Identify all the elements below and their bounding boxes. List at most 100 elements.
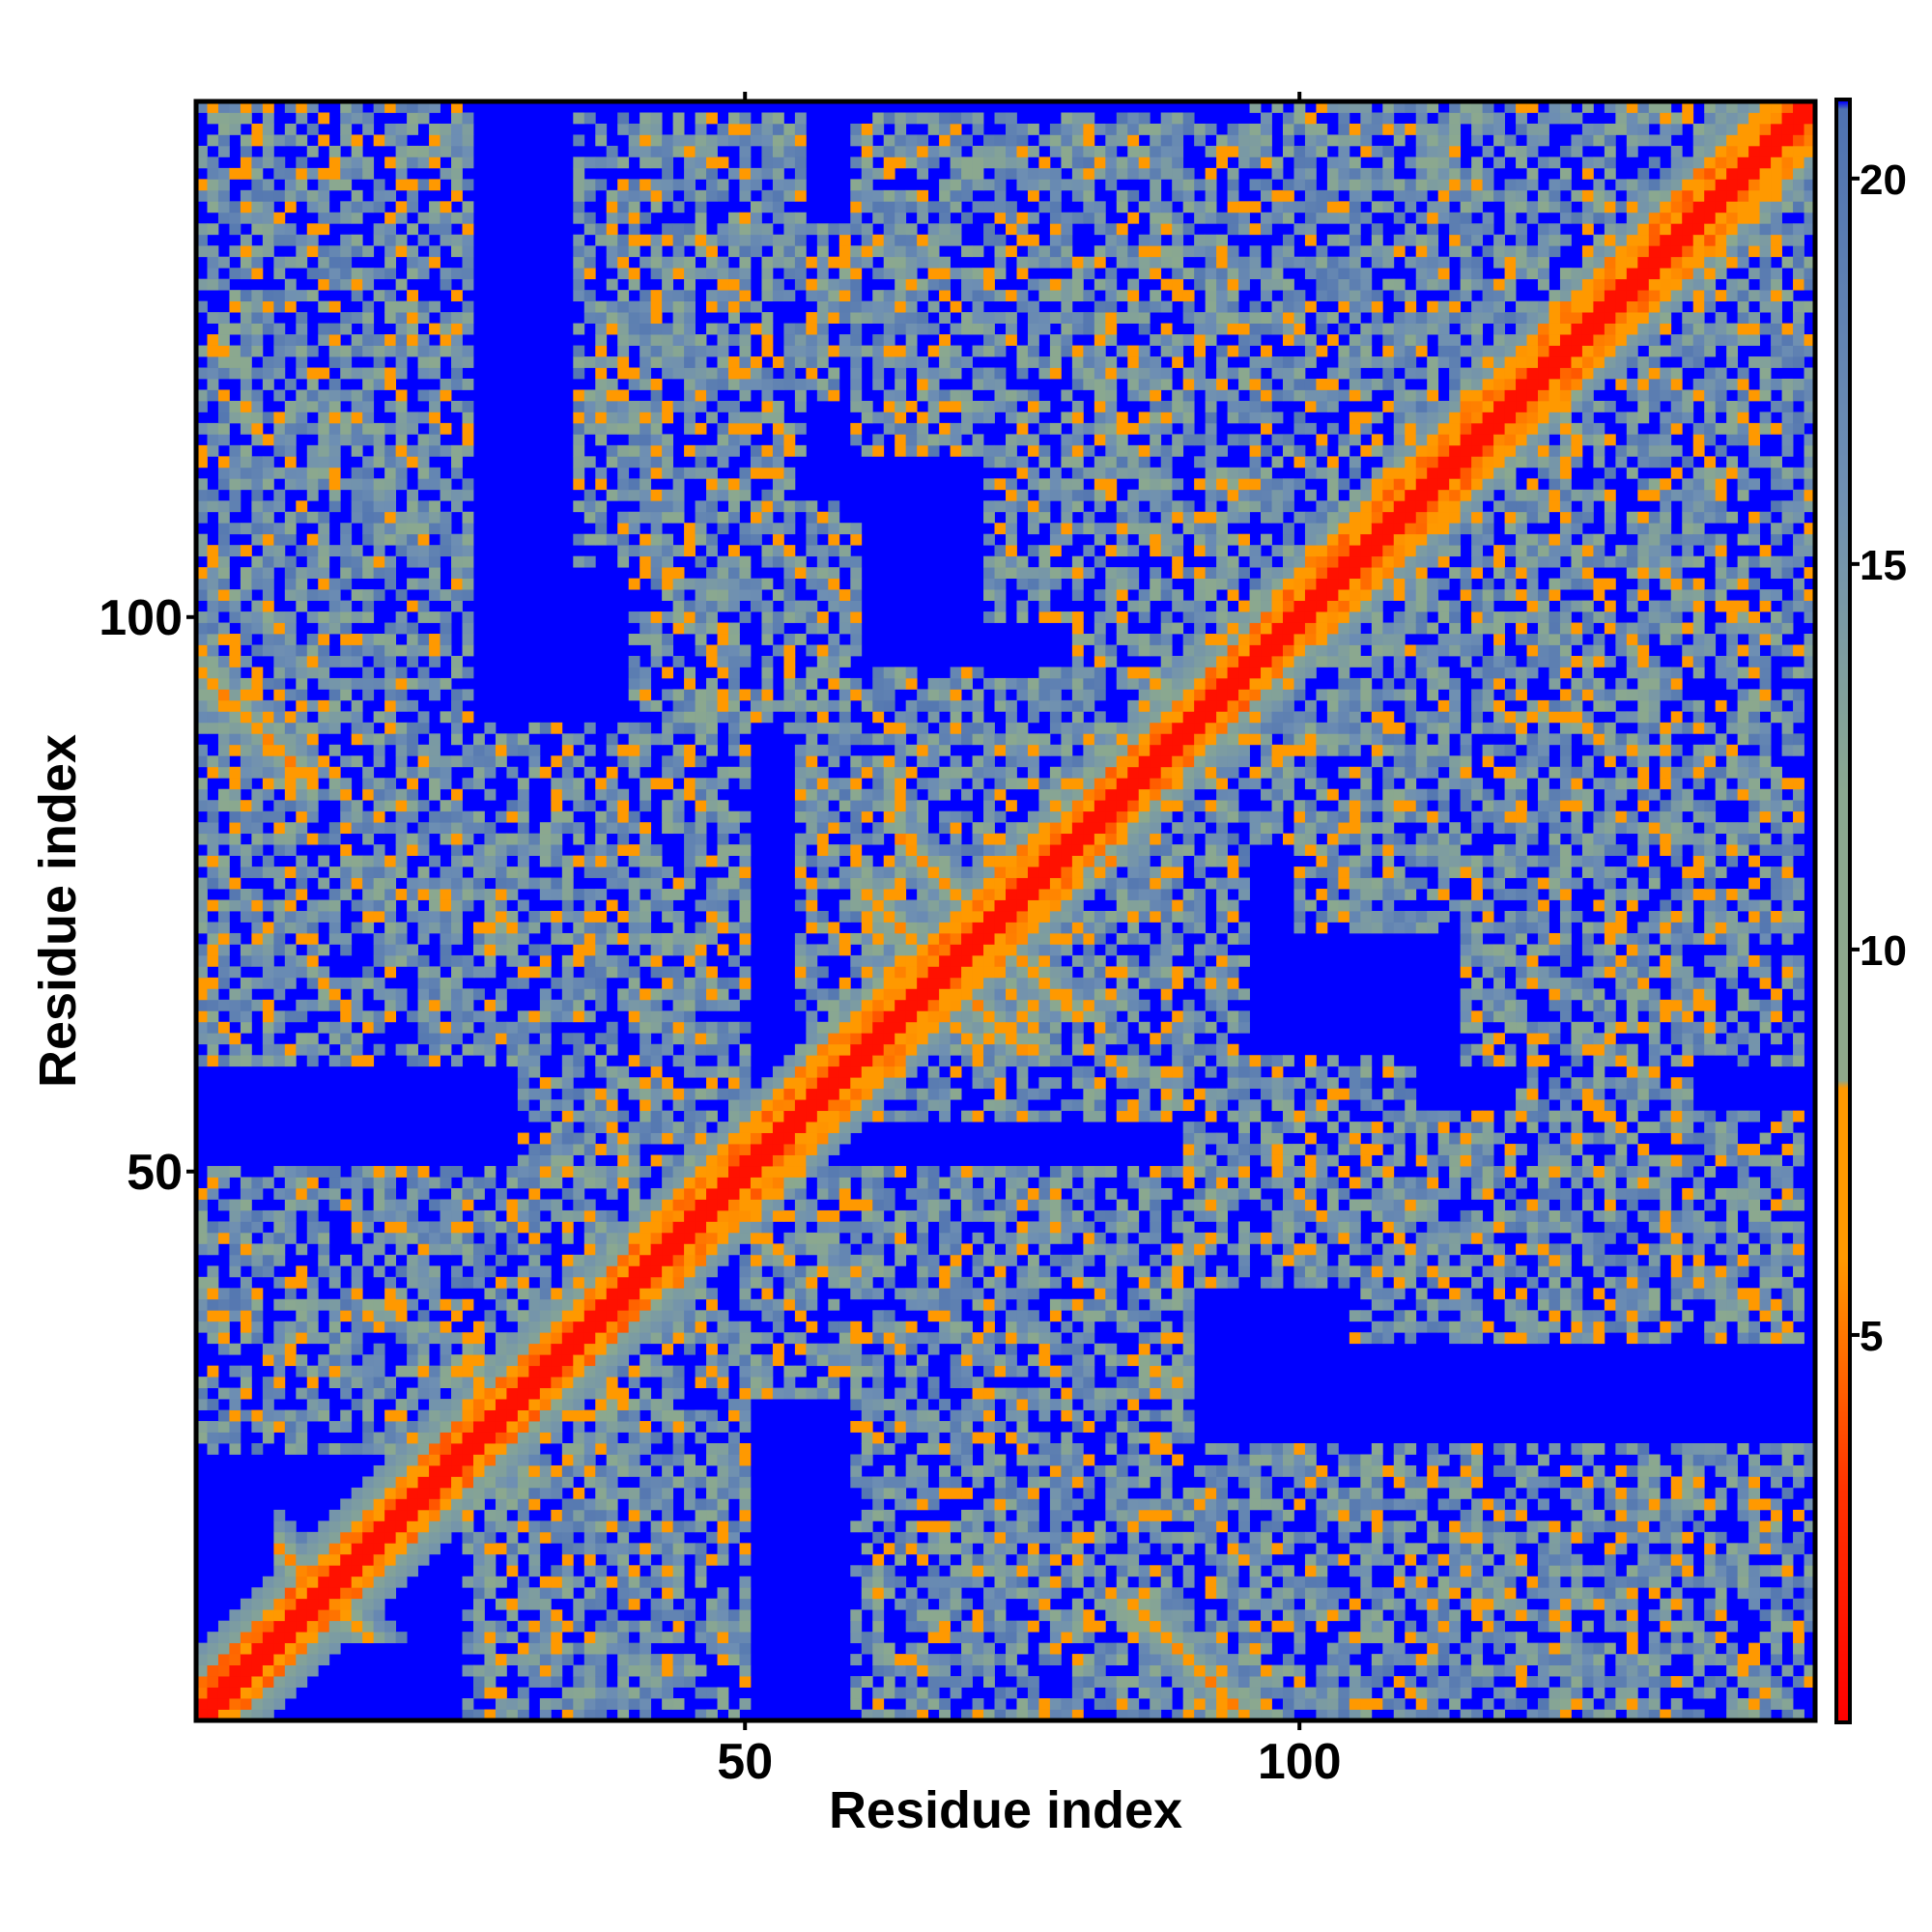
heatmap-cell xyxy=(196,1421,208,1433)
heatmap-cell xyxy=(806,622,818,635)
heatmap-cell xyxy=(472,1187,485,1200)
heatmap-cell xyxy=(717,356,729,368)
heatmap-cell xyxy=(573,278,585,291)
heatmap-cell xyxy=(251,810,264,823)
heatmap-cell xyxy=(706,545,718,557)
heatmap-cell xyxy=(384,988,397,1001)
heatmap-cell xyxy=(273,223,286,236)
heatmap-cell xyxy=(395,932,408,945)
heatmap-cell xyxy=(517,1498,529,1511)
heatmap-cell xyxy=(573,268,585,280)
heatmap-cell xyxy=(595,1520,608,1533)
heatmap-cell xyxy=(318,555,330,568)
heatmap-cell xyxy=(407,245,418,258)
heatmap-cell xyxy=(672,1632,685,1644)
heatmap-cell xyxy=(296,677,308,690)
heatmap-cell xyxy=(306,1033,319,1045)
heatmap-cell xyxy=(517,1687,529,1699)
heatmap-cell xyxy=(662,189,674,202)
heatmap-cell xyxy=(628,545,640,557)
heatmap-cell xyxy=(717,977,729,989)
heatmap-cell xyxy=(772,434,784,446)
heatmap-cell xyxy=(628,889,640,900)
heatmap-cell xyxy=(407,778,418,790)
heatmap-cell xyxy=(340,545,353,557)
heatmap-cell xyxy=(429,1543,440,1555)
heatmap-cell xyxy=(362,378,375,390)
heatmap-cell xyxy=(273,1209,286,1222)
heatmap-cell xyxy=(318,944,330,956)
heatmap-cell xyxy=(362,1243,375,1256)
heatmap-cell xyxy=(806,545,818,557)
heatmap-cell xyxy=(528,1010,541,1023)
heatmap-cell xyxy=(739,810,752,823)
heatmap-cell xyxy=(695,444,707,457)
heatmap-cell xyxy=(583,290,596,302)
heatmap-cell xyxy=(750,511,762,524)
heatmap-cell xyxy=(650,444,663,457)
heatmap-cell xyxy=(451,755,463,768)
heatmap-cell xyxy=(717,999,729,1011)
heatmap-cell xyxy=(517,1209,529,1222)
heatmap-cell xyxy=(251,1687,264,1699)
heatmap-cell xyxy=(429,511,440,524)
heatmap-cell xyxy=(606,1520,618,1533)
heatmap-cell xyxy=(706,932,718,945)
heatmap-cell xyxy=(695,1553,707,1566)
heatmap-cell xyxy=(551,833,563,845)
heatmap-cell xyxy=(561,1531,574,1544)
heatmap-cell xyxy=(684,578,696,590)
heatmap-cell xyxy=(650,1110,663,1122)
heatmap-cell xyxy=(828,523,840,535)
heatmap-cell xyxy=(794,444,807,457)
heatmap-cell xyxy=(373,1243,385,1256)
heatmap-cell xyxy=(506,1464,519,1477)
heatmap-cell xyxy=(761,677,774,690)
heatmap-cell xyxy=(672,889,685,900)
heatmap-cell xyxy=(706,589,718,601)
heatmap-cell xyxy=(672,123,685,135)
heatmap-cell xyxy=(296,667,308,679)
heatmap-cell xyxy=(573,256,585,269)
heatmap-cell xyxy=(595,156,608,169)
heatmap-cell xyxy=(451,456,463,469)
heatmap-cell xyxy=(506,1166,519,1178)
heatmap-cell xyxy=(240,400,252,412)
heatmap-cell xyxy=(595,1487,608,1499)
heatmap-cell xyxy=(761,123,774,135)
heatmap-cell xyxy=(706,1531,718,1544)
heatmap-cell xyxy=(451,134,463,147)
heatmap-cell xyxy=(650,201,663,213)
heatmap-cell xyxy=(196,689,208,701)
heatmap-cell xyxy=(528,1421,541,1433)
heatmap-cell xyxy=(284,1565,297,1577)
heatmap-cell xyxy=(484,1265,497,1278)
heatmap-cell xyxy=(251,1598,264,1610)
heatmap-cell xyxy=(750,201,762,213)
heatmap-cell xyxy=(595,1110,608,1122)
heatmap-cell xyxy=(662,1654,674,1665)
heatmap-cell xyxy=(672,699,685,712)
heatmap-cell xyxy=(561,1464,574,1477)
heatmap-cell xyxy=(595,1476,608,1489)
heatmap-cell xyxy=(772,545,784,557)
heatmap-cell xyxy=(340,1509,353,1521)
heatmap-cell xyxy=(472,1365,485,1378)
heatmap-cell xyxy=(484,833,497,845)
heatmap-cell xyxy=(628,1232,640,1244)
heatmap-cell xyxy=(429,367,440,380)
heatmap-cell xyxy=(728,844,740,856)
heatmap-cell xyxy=(417,212,430,224)
heatmap-cell xyxy=(573,954,585,967)
heatmap-cell xyxy=(739,611,752,623)
heatmap-cell xyxy=(229,988,242,1001)
heatmap-cell xyxy=(484,1454,497,1466)
heatmap-cell xyxy=(351,1487,363,1499)
heatmap-cell xyxy=(284,256,297,269)
heatmap-cell xyxy=(728,1110,740,1122)
heatmap-cell xyxy=(806,800,818,812)
heatmap-cell xyxy=(639,567,652,580)
heatmap-cell xyxy=(462,256,474,269)
heatmap-cell xyxy=(351,567,363,580)
heatmap-cell xyxy=(429,755,440,768)
